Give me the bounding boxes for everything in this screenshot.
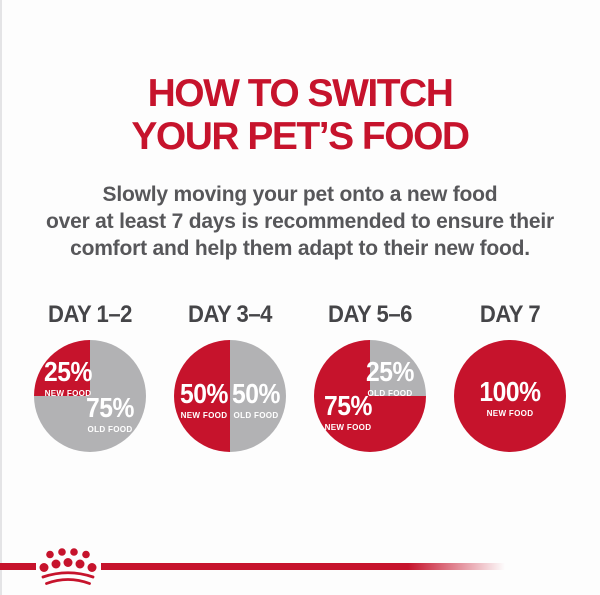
slice-caption: OLD FOOD	[367, 387, 413, 398]
slice-caption: OLD FOOD	[87, 423, 133, 434]
day-label: DAY 1–2	[48, 301, 132, 328]
pie-chart-day-7: 100% NEW FOOD	[454, 340, 566, 452]
slice-caption: OLD FOOD	[233, 410, 279, 421]
pie-column-day-5-6: DAY 5–6 25% OLD FOOD 75% NEW FOOD	[300, 303, 440, 452]
pie-slice-label-new-food: 50% NEW FOOD	[177, 380, 232, 420]
slice-percentage: 100%	[479, 376, 541, 408]
pie-slice-label-new-food: 75% NEW FOOD	[320, 389, 375, 432]
pie-slice-label-old-food: 50% OLD FOOD	[228, 380, 283, 420]
footer-rule-left-segment	[0, 563, 36, 570]
intro-text: Slowly moving your pet onto a new food o…	[0, 181, 600, 262]
pie-slice-label-old-food: 25% OLD FOOD	[363, 355, 418, 398]
pie-chart-row: DAY 1–2 25% NEW FOOD 75% OLD FOOD DAY 3–…	[20, 303, 580, 452]
pie-chart-day-5-6: 25% OLD FOOD 75% NEW FOOD	[314, 340, 426, 452]
day-label: DAY 5–6	[328, 301, 412, 328]
slice-percentage: 75%	[86, 391, 135, 423]
page-title: HOW TO SWITCH YOUR PET’S FOOD	[0, 72, 600, 158]
intro-text-line-1: Slowly moving your pet onto a new food	[102, 183, 498, 206]
slice-caption: NEW FOOD	[486, 408, 534, 419]
pie-column-day-1-2: DAY 1–2 25% NEW FOOD 75% OLD FOOD	[20, 303, 160, 452]
footer-rule-right-segment	[101, 563, 505, 570]
day-label: DAY 3–4	[188, 301, 272, 328]
slice-percentage: 75%	[323, 389, 372, 421]
royal-canin-crown-icon	[39, 548, 97, 585]
pie-column-day-3-4: DAY 3–4 50% NEW FOOD 50% OLD FOOD	[160, 303, 300, 452]
slice-percentage: 50%	[180, 378, 229, 410]
slice-percentage: 50%	[231, 378, 280, 410]
slice-caption: NEW FOOD	[180, 410, 228, 421]
slice-caption: NEW FOOD	[324, 421, 371, 432]
intro-text-line-2: over at least 7 days is recommended to e…	[45, 210, 554, 233]
slice-caption: NEW FOOD	[44, 387, 91, 398]
pie-chart-day-1-2: 25% NEW FOOD 75% OLD FOOD	[34, 340, 146, 452]
left-edge-divider	[0, 0, 2, 595]
intro-text-line-3: comfort and help them adapt to their new…	[70, 237, 530, 260]
slice-percentage: 25%	[366, 355, 415, 387]
pie-slice-label-old-food: 75% OLD FOOD	[83, 391, 138, 434]
pie-column-day-7: DAY 7 100% NEW FOOD	[440, 303, 580, 452]
pie-slice-label-new-food: 25% NEW FOOD	[40, 355, 95, 398]
page-title-line-2: YOUR PET’S FOOD	[131, 115, 470, 158]
slice-percentage: 25%	[43, 355, 92, 387]
pie-slice-label-new-food: 100% NEW FOOD	[475, 378, 545, 418]
pie-chart-day-3-4: 50% NEW FOOD 50% OLD FOOD	[174, 340, 286, 452]
day-label: DAY 7	[479, 301, 541, 328]
page-title-line-1: HOW TO SWITCH	[147, 72, 454, 115]
